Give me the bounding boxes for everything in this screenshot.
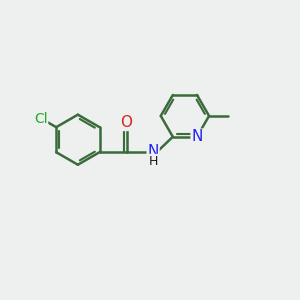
Text: Cl: Cl bbox=[34, 112, 47, 126]
Text: H: H bbox=[148, 154, 158, 167]
Text: N: N bbox=[191, 129, 203, 144]
Text: N: N bbox=[147, 144, 159, 159]
Text: O: O bbox=[121, 115, 133, 130]
